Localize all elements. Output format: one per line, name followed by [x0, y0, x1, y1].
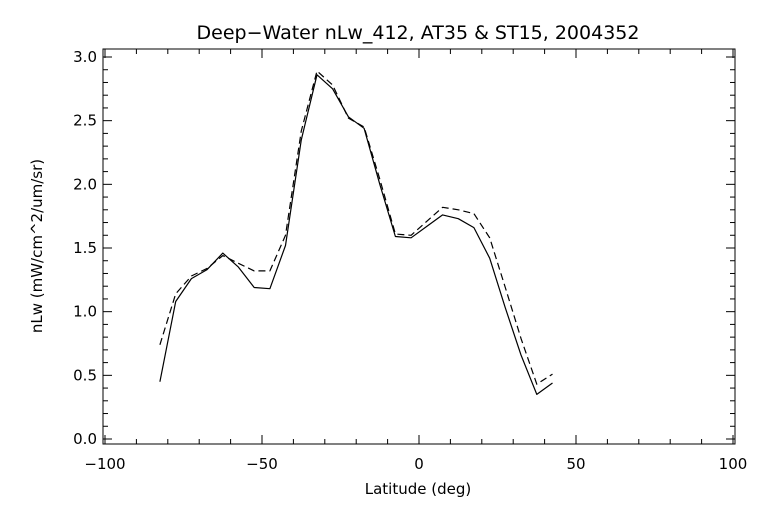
y-tick-label: 2.0 [73, 175, 97, 193]
chart-title: Deep−Water nLw_412, AT35 & ST15, 2004352 [197, 22, 640, 44]
axis-ticks: −100 −50 0 50 100 0.0 0.5 1.0 1.5 2.0 2.5 3.0 [73, 48, 747, 473]
y-tick-label: 1.0 [73, 303, 97, 321]
y-axis-label: nLw (mW/cm^2/um/sr) [28, 159, 46, 333]
data-lines [159, 70, 553, 395]
y-tick-label: 1.5 [73, 239, 97, 257]
y-tick-label: 2.5 [73, 112, 97, 130]
series-line-dashed [159, 70, 553, 385]
x-tick-label: 0 [414, 455, 424, 473]
y-tick-label: 3.0 [73, 48, 97, 66]
plot-frame [102, 48, 736, 445]
series-line-solid [159, 74, 553, 395]
x-tick-label: 100 [719, 455, 748, 473]
x-axis-label: Latitude (deg) [365, 480, 471, 498]
x-tick-label: −100 [84, 455, 125, 473]
x-tick-label: 50 [566, 455, 585, 473]
y-tick-label: 0.5 [73, 366, 97, 384]
x-tick-label: −50 [246, 455, 278, 473]
y-tick-label: 0.0 [73, 430, 97, 448]
